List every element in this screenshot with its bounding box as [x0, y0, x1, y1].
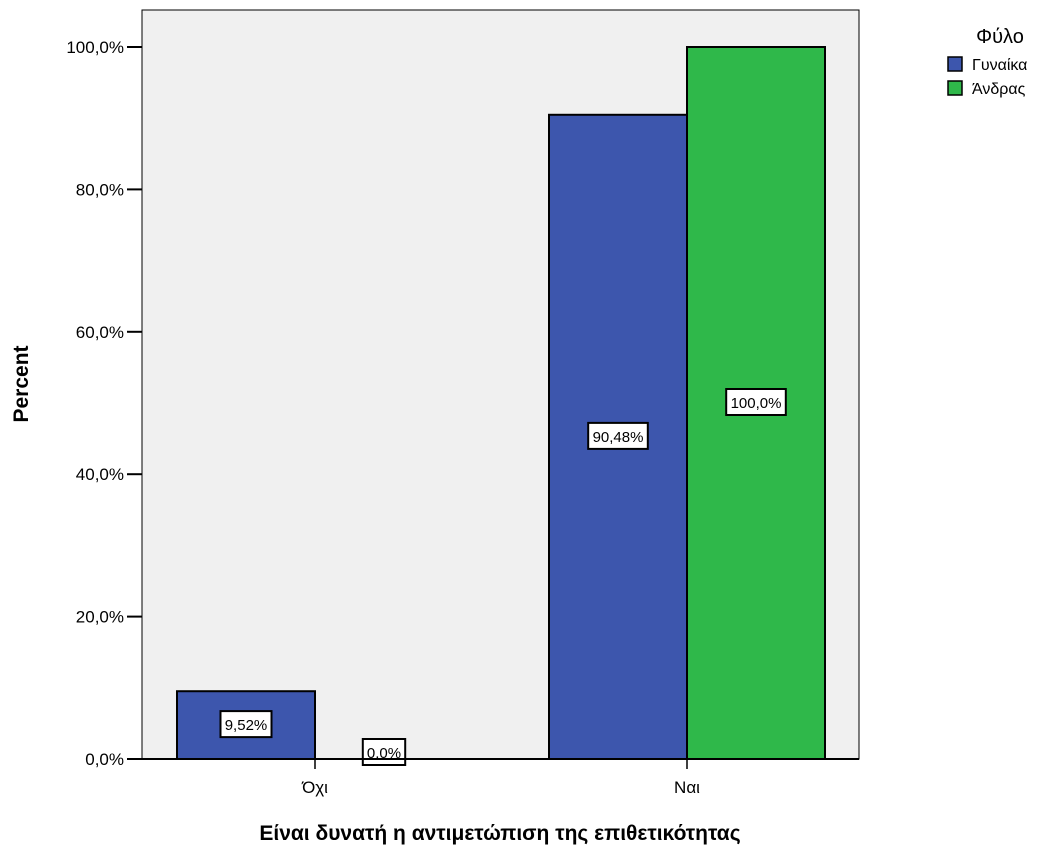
data-label: 0,0%	[361, 738, 407, 766]
data-label-text: 90,48%	[593, 429, 644, 446]
data-label: 100,0%	[725, 388, 787, 416]
data-label-box	[361, 738, 407, 766]
y-axis-title: Percent	[10, 345, 33, 422]
data-label-box	[587, 421, 649, 450]
legend-title: Φύλο	[976, 26, 1024, 48]
x-tick-label: Όχι	[301, 778, 328, 797]
legend-swatch-male	[947, 80, 963, 96]
y-tick-label: 100,0%	[66, 38, 124, 57]
data-labels-layer: 9,52% 0,0% 90,48% 100,0%	[219, 388, 787, 766]
y-axis: 0,0% 20,0% 40,0% 60,0% 80,0% 100,0%	[66, 38, 142, 769]
y-tick-label: 20,0%	[76, 608, 124, 627]
data-label-text: 9,52%	[225, 717, 268, 734]
legend-swatch-female	[947, 56, 963, 72]
y-tick-label: 80,0%	[76, 180, 124, 199]
y-tick-label: 40,0%	[76, 465, 124, 484]
legend-label-female: Γυναίκα	[972, 57, 1027, 74]
data-label-box	[219, 710, 273, 739]
legend: Φύλο Γυναίκα Άνδρας	[947, 26, 1027, 98]
x-axis-title: Είναι δυνατή η αντιμετώπιση της επιθετικ…	[259, 822, 740, 845]
x-tick-label: Ναι	[674, 778, 700, 797]
y-tick-label: 0,0%	[85, 750, 124, 769]
data-label-text: 100,0%	[731, 395, 782, 412]
y-tick-label: 60,0%	[76, 323, 124, 342]
x-axis: Όχι Ναι	[127, 758, 859, 797]
data-label-text: 0,0%	[367, 745, 401, 762]
legend-label-male: Άνδρας	[972, 81, 1026, 98]
data-label: 9,52%	[219, 710, 273, 739]
data-label: 90,48%	[587, 421, 649, 450]
data-label-box	[725, 388, 787, 416]
